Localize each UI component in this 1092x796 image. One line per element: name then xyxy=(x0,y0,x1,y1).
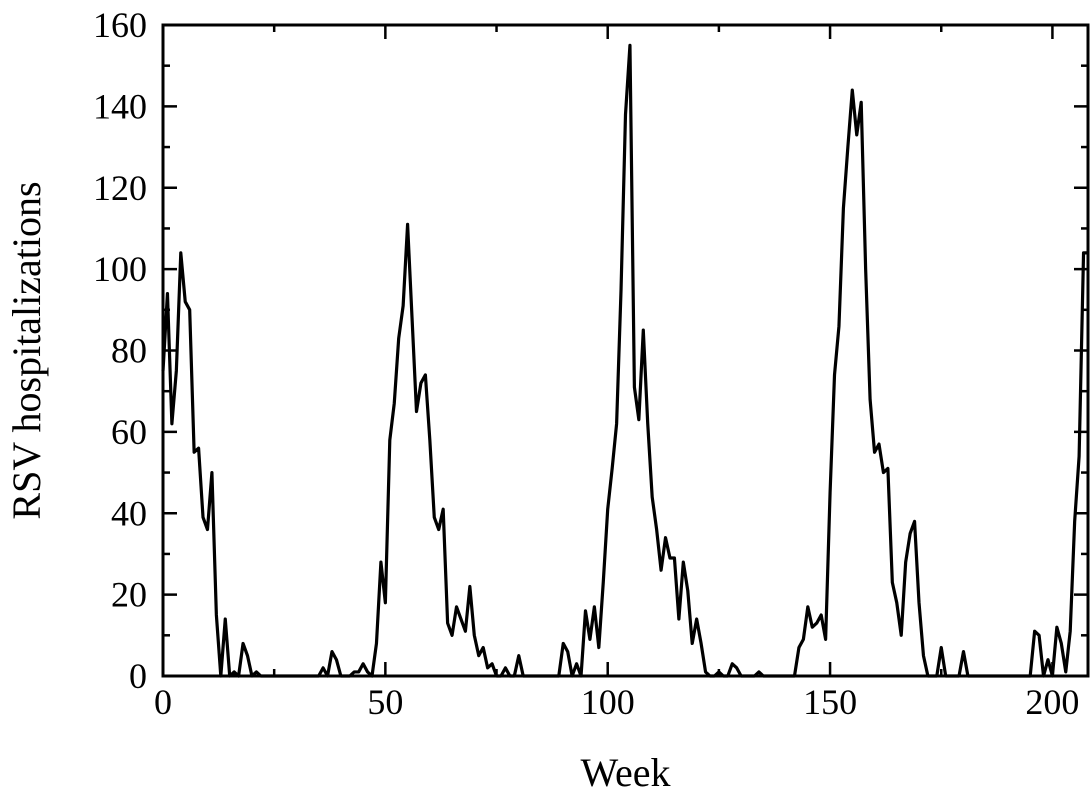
y-tick-label: 20 xyxy=(111,575,147,615)
y-axis-title: RSV hospitalizations xyxy=(4,181,49,519)
y-tick-label: 0 xyxy=(129,656,147,696)
y-tick-label: 160 xyxy=(93,5,147,45)
x-axis-title: Week xyxy=(580,750,670,795)
y-tick-label: 40 xyxy=(111,493,147,533)
y-tick-label: 80 xyxy=(111,331,147,371)
x-tick-label: 200 xyxy=(1025,682,1079,722)
y-tick-label: 140 xyxy=(93,86,147,126)
tick-labels: 0 20 40 60 80 100 120 140 160 0 50 100 150 200 xyxy=(93,5,1079,722)
y-tick-label: 60 xyxy=(111,412,147,452)
x-tick-label: 100 xyxy=(581,682,635,722)
y-tick-label: 100 xyxy=(93,249,147,289)
x-tick-label: 0 xyxy=(154,682,172,722)
series-line xyxy=(161,43,1088,678)
y-tick-label: 120 xyxy=(93,168,147,208)
plot-frame xyxy=(161,23,1090,678)
x-tick-label: 50 xyxy=(367,682,403,722)
x-tick-label: 150 xyxy=(803,682,857,722)
